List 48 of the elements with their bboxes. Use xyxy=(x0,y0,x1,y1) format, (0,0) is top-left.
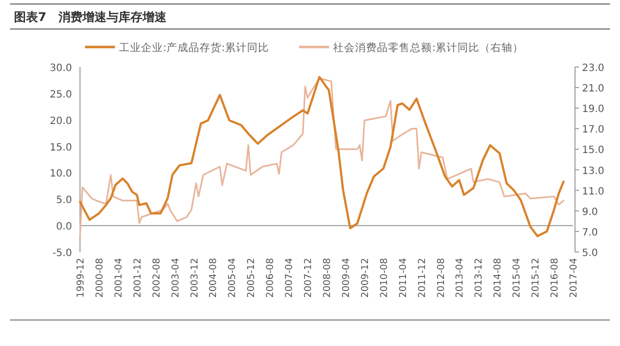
y2-tick-label: 17.0 xyxy=(582,124,604,136)
x-tick-label: 2015-12 xyxy=(530,258,542,298)
x-tick-label: 2003-12 xyxy=(189,258,200,298)
y-tick-label: 30.0 xyxy=(50,63,72,74)
x-tick-label: 2001-12 xyxy=(132,258,144,298)
y2-tick-label: 9.0 xyxy=(582,206,598,218)
x-tick-label: 2001-04 xyxy=(113,258,124,298)
x-tick-label: 2006-08 xyxy=(265,258,276,298)
y2-tick-label: 23.0 xyxy=(582,63,604,74)
chart-title: 图表7 消费增速与库存增速 xyxy=(14,10,168,24)
x-tick-label: 2005-04 xyxy=(227,258,238,298)
x-tick-label: 2012-08 xyxy=(436,258,447,298)
x-tick-label: 2007-12 xyxy=(303,258,314,298)
x-tick-label: 2017-04 xyxy=(568,258,580,298)
y2-tick-label: 19.0 xyxy=(582,104,604,116)
y-tick-label: 15.0 xyxy=(50,142,72,154)
x-tick-label: 2009-04 xyxy=(340,258,352,298)
legend-label: 工业企业:产成品存货:累计同比 xyxy=(119,41,270,54)
x-tick-label: 2005-12 xyxy=(246,258,258,298)
x-tick-label: 2013-04 xyxy=(454,258,466,298)
x-tick-label: 2016-08 xyxy=(550,258,561,298)
y-tick-label: 20.0 xyxy=(50,116,72,127)
x-tick-label: 2000-08 xyxy=(94,258,106,298)
legend-label: 社会消费品零售总额:累计同比（右轴） xyxy=(333,41,524,54)
y-tick-label: 10.0 xyxy=(50,168,72,180)
y2-tick-label: 5.0 xyxy=(582,248,598,259)
x-tick-label: 2004-08 xyxy=(208,258,220,298)
x-tick-label: 2003-04 xyxy=(170,258,182,298)
y-tick-label: 0.0 xyxy=(56,222,72,233)
x-tick-label: 2002-08 xyxy=(151,258,162,298)
x-tick-label: 2007-04 xyxy=(284,258,296,298)
y2-tick-label: 7.0 xyxy=(582,227,598,238)
x-tick-label: 2015-04 xyxy=(512,258,523,298)
y-tick-label: 5.0 xyxy=(56,195,72,206)
y-tick-label: 25.0 xyxy=(50,89,72,100)
x-tick-label: 1999-12 xyxy=(76,258,86,298)
x-tick-label: 2008-08 xyxy=(322,258,333,298)
x-tick-label: 2009-12 xyxy=(360,258,371,298)
x-tick-label: 2013-12 xyxy=(474,258,485,298)
y2-tick-label: 21.0 xyxy=(582,84,604,95)
x-tick-label: 2010-08 xyxy=(378,258,390,298)
y2-tick-label: 15.0 xyxy=(582,145,604,156)
x-tick-label: 2011-12 xyxy=(416,258,428,298)
y2-tick-label: 11.0 xyxy=(582,186,604,198)
y2-tick-label: 13.0 xyxy=(582,166,604,177)
x-tick-label: 2011-04 xyxy=(398,258,409,298)
y-tick-label: -5.0 xyxy=(52,248,72,259)
x-tick-label: 2014-08 xyxy=(492,258,504,298)
